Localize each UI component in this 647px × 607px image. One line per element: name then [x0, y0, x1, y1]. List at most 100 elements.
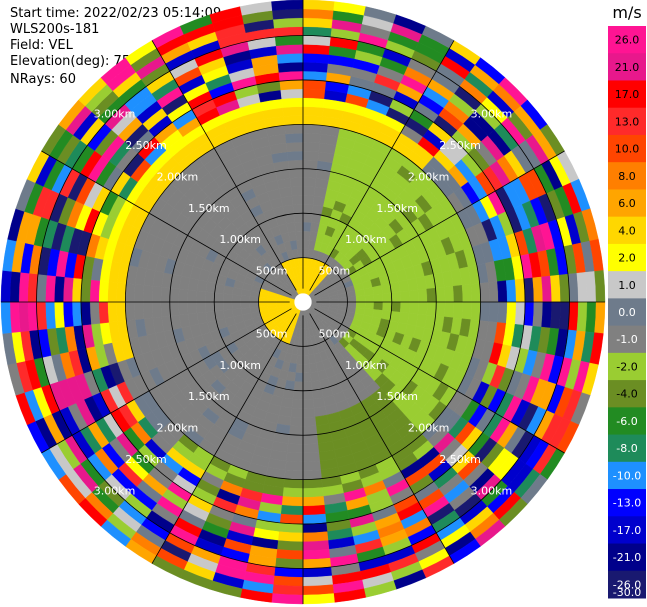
ppi-cell: [286, 443, 304, 454]
ppi-cell: [302, 416, 317, 427]
ppi-cell: [302, 79, 327, 91]
ppi-cell: [514, 301, 526, 326]
colorbar-tick-label: 10.0: [615, 143, 640, 156]
ppi-cell: [272, 8, 304, 20]
ppi-cell: [80, 301, 92, 326]
ppi-cell: [585, 271, 597, 303]
ppi-cell: [505, 279, 517, 303]
ppi-cell: [289, 416, 304, 427]
ppi-grid: [1, 0, 605, 604]
ppi-cell: [576, 272, 588, 303]
ppi-cell: [373, 293, 384, 303]
range-ring-label: 1.50km: [376, 390, 418, 403]
ppi-cell: [178, 301, 189, 316]
ppi-cell: [36, 301, 48, 331]
range-ring-label: 1.50km: [376, 202, 418, 215]
ppi-cell: [286, 141, 304, 153]
colorbar-swatch: [608, 407, 646, 436]
colorbar-tick-label: -1.0: [616, 333, 637, 346]
range-ring-label: 500m: [319, 265, 351, 278]
ppi-cell: [470, 283, 481, 303]
ppi-cell: [279, 79, 304, 91]
colorbar-swatch: [608, 543, 646, 572]
ppi-cell: [302, 407, 316, 418]
ppi-cell: [302, 557, 332, 569]
ppi-cell: [288, 168, 304, 179]
ppi-cell: [107, 281, 118, 303]
radial-gridline: [314, 150, 565, 296]
ppi-cell: [346, 296, 357, 303]
colorbar-swatch: [608, 216, 646, 245]
ppi-cell: [302, 425, 318, 436]
ppi-cell: [54, 301, 65, 329]
colorbar-tick-label: -10.0: [613, 469, 641, 482]
start-time-label: Start time: 2022/02/23 05:14:09: [10, 6, 222, 21]
ppi-cell: [98, 301, 109, 324]
ppi-cell: [444, 285, 455, 303]
ppi-cell: [276, 540, 304, 551]
ppi-cell: [302, 372, 312, 383]
ppi-cell: [558, 273, 570, 303]
ppi-cell: [294, 221, 304, 232]
colorbar-swatch: [608, 570, 646, 599]
ppi-cell: [576, 301, 588, 332]
ppi-cell: [302, 363, 311, 374]
ppi-cell: [399, 301, 410, 314]
range-ring-label: 2.50km: [125, 139, 167, 152]
nrays-label: NRays: 60: [10, 72, 76, 87]
ppi-cell: [302, 88, 326, 100]
ppi-cell: [594, 301, 606, 334]
ppi-cell: [444, 301, 455, 319]
ppi-cell: [89, 301, 101, 325]
ppi-cell: [205, 291, 215, 303]
ppi-cell: [302, 177, 317, 188]
ppi-cell: [435, 286, 446, 303]
ppi-cell: [452, 285, 464, 303]
ppi-cell: [284, 469, 304, 480]
ppi-cell: [479, 282, 490, 303]
ppi-cell: [382, 292, 393, 303]
ppi-cell: [178, 288, 189, 303]
ppi-cell: [196, 290, 207, 303]
ppi-cell: [187, 289, 198, 303]
ppi-range-labels: 500m 500m 500m 500m 1.00km 1.00km 1.00km 1.00km…: [94, 108, 512, 498]
ppi-cell: [391, 291, 401, 303]
ppi-cell: [240, 301, 251, 309]
colorbar-swatch: [608, 243, 646, 272]
colorbar-tick-label: -26.0: [613, 578, 641, 591]
ppi-cell: [160, 301, 171, 318]
colorbar-swatch: [608, 461, 646, 490]
ppi-cell: [45, 301, 56, 330]
colorbar-tick-label: 2.0: [618, 252, 636, 265]
ppi-cell: [187, 301, 198, 315]
colorbar-swatch: [608, 298, 646, 327]
range-ring-label: 2.00km: [408, 422, 450, 435]
ppi-cell: [497, 280, 508, 303]
ppi-cell: [461, 284, 472, 303]
colorbar-tick-label: 0.0: [618, 306, 636, 319]
ppi-cell: [291, 398, 304, 409]
colorbar-tick-label: -21.0: [613, 551, 641, 564]
radial-gridline: [41, 308, 292, 454]
ppi-cell: [287, 434, 304, 445]
ppi-cell: [282, 106, 304, 117]
ppi-cell: [107, 301, 118, 323]
ppi-cell: [302, 390, 314, 400]
colorbar-swatch: [608, 434, 646, 463]
colorbar-swatch: [608, 516, 646, 545]
ppi-cell: [292, 204, 304, 214]
ppi-cell: [302, 549, 331, 560]
ppi-cell: [302, 8, 334, 20]
ppi-cell: [302, 345, 309, 356]
ppi-cell: [302, 44, 331, 55]
ppi-cell: [249, 301, 260, 308]
ppi-cell: [302, 531, 329, 543]
ppi-cell: [302, 141, 320, 153]
ppi-cell: [302, 451, 320, 463]
ppi-cell: [222, 293, 233, 303]
ppi-cell: [302, 97, 325, 108]
radial-gridline: [309, 313, 455, 564]
ppi-cell: [550, 274, 561, 303]
ppi-cell: [594, 270, 606, 303]
ppi-cell: [286, 222, 296, 233]
